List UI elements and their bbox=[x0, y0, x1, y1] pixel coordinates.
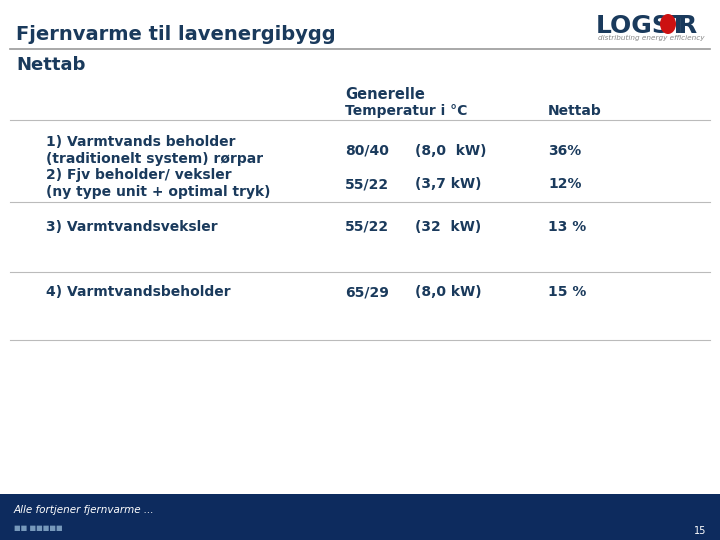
Text: (8,0 kW): (8,0 kW) bbox=[415, 285, 482, 299]
Text: 55/22: 55/22 bbox=[345, 220, 389, 234]
Bar bbox=[0, 494, 720, 540]
Text: 2) Fjv beholder/ veksler: 2) Fjv beholder/ veksler bbox=[46, 168, 232, 182]
Text: 12%: 12% bbox=[548, 177, 582, 191]
Text: Nettab: Nettab bbox=[16, 56, 86, 74]
Text: LOGST: LOGST bbox=[596, 14, 688, 38]
Text: 65/29: 65/29 bbox=[345, 285, 389, 299]
Ellipse shape bbox=[660, 14, 676, 34]
Text: R: R bbox=[678, 14, 697, 38]
Text: 55/22: 55/22 bbox=[345, 177, 389, 191]
Text: (3,7 kW): (3,7 kW) bbox=[415, 177, 482, 191]
Text: ■■ ■■■■■: ■■ ■■■■■ bbox=[14, 525, 63, 531]
Text: Temperatur i °C: Temperatur i °C bbox=[345, 104, 467, 118]
Text: distributing energy efficiency: distributing energy efficiency bbox=[598, 35, 704, 41]
Text: 15: 15 bbox=[693, 526, 706, 536]
Text: Alle fortjener fjernvarme ...: Alle fortjener fjernvarme ... bbox=[14, 505, 155, 515]
Text: (traditionelt system) rørpar: (traditionelt system) rørpar bbox=[46, 152, 263, 166]
Text: 1) Varmtvands beholder: 1) Varmtvands beholder bbox=[46, 135, 235, 149]
Text: 80/40: 80/40 bbox=[345, 144, 389, 158]
Text: 4) Varmtvandsbeholder: 4) Varmtvandsbeholder bbox=[46, 285, 230, 299]
Text: (ny type unit + optimal tryk): (ny type unit + optimal tryk) bbox=[46, 185, 271, 199]
Text: 36%: 36% bbox=[548, 144, 581, 158]
Text: (32  kW): (32 kW) bbox=[415, 220, 481, 234]
Text: Generelle: Generelle bbox=[345, 87, 425, 102]
Text: (8,0  kW): (8,0 kW) bbox=[415, 144, 487, 158]
Text: 3) Varmtvandsveksler: 3) Varmtvandsveksler bbox=[46, 220, 217, 234]
Text: 15 %: 15 % bbox=[548, 285, 586, 299]
Text: 13 %: 13 % bbox=[548, 220, 586, 234]
Text: Nettab: Nettab bbox=[548, 104, 602, 118]
Text: Fjernvarme til lavenergibygg: Fjernvarme til lavenergibygg bbox=[16, 25, 336, 44]
